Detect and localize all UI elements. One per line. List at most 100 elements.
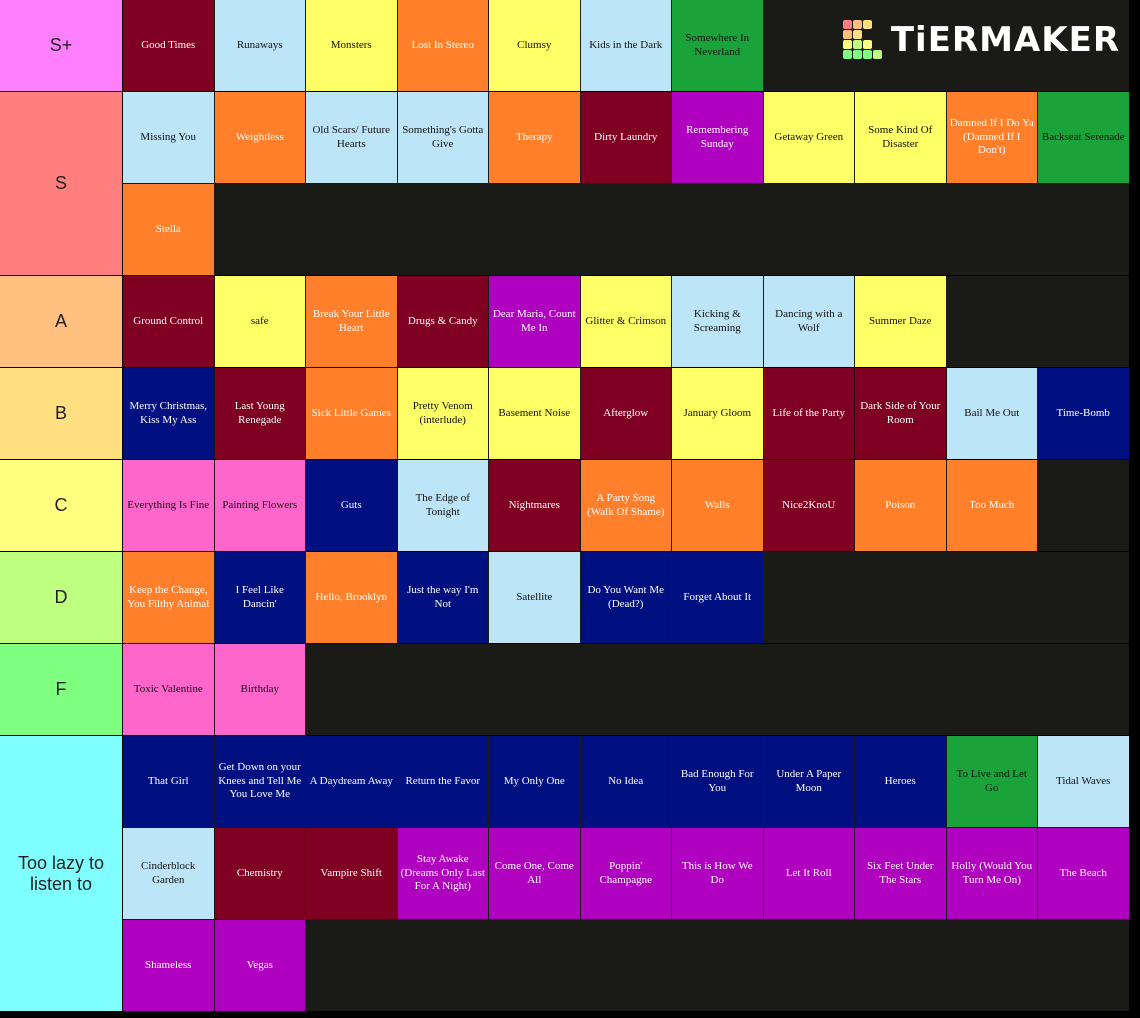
tier-label: B: [0, 368, 123, 459]
tier-item[interactable]: To Live and Let Go: [946, 736, 1037, 827]
tier-item[interactable]: A Daydream Away: [306, 736, 397, 827]
tier-item[interactable]: Poison: [855, 460, 946, 551]
tier-item[interactable]: Sick Little Games: [306, 368, 397, 459]
tier-item[interactable]: Guts: [306, 460, 397, 551]
tier-item[interactable]: Life of the Party: [763, 368, 854, 459]
tier-item[interactable]: Tidal Waves: [1038, 736, 1129, 827]
tier-item[interactable]: Vegas: [214, 920, 305, 1011]
tier-item[interactable]: Too Much: [946, 460, 1037, 551]
tier-item[interactable]: Just the way I'm Not: [397, 552, 488, 643]
tier-row: F Toxic Valentine Birthday: [0, 644, 1140, 736]
tier-item[interactable]: I Feel Like Dancin': [214, 552, 305, 643]
tier-item[interactable]: Backseat Serenade: [1038, 92, 1129, 183]
tier-label: S+: [0, 0, 123, 91]
tier-row: D Keep the Change, You Filthy Animal I Fee…: [0, 552, 1140, 644]
tier-item[interactable]: Bail Me Out: [946, 368, 1037, 459]
tier-item[interactable]: Dear Maria, Count Me In: [489, 276, 580, 367]
tier-item[interactable]: Lost In Stereo: [397, 0, 488, 91]
tier-item[interactable]: Merry Christmas, Kiss My Ass: [123, 368, 214, 459]
tier-item[interactable]: Do You Want Me (Dead?): [580, 552, 671, 643]
tier-item[interactable]: Return the Favor: [397, 736, 488, 827]
tier-item[interactable]: Cinderblock Garden: [123, 828, 214, 919]
tier-item[interactable]: Pretty Venom (interlude): [397, 368, 488, 459]
tier-item[interactable]: Hello, Brooklyn: [306, 552, 397, 643]
tier-item[interactable]: Stella: [123, 184, 214, 275]
tier-item[interactable]: Vampire Shift: [306, 828, 397, 919]
tier-item[interactable]: The Edge of Tonight: [397, 460, 488, 551]
tier-item[interactable]: Therapy: [489, 92, 580, 183]
tier-items: Keep the Change, You Filthy Animal I Feel…: [123, 552, 1129, 643]
tier-item[interactable]: Good Times: [123, 0, 214, 91]
tier-item[interactable]: Somewhere In Neverland: [672, 0, 763, 91]
tier-item[interactable]: Kids in the Dark: [580, 0, 671, 91]
tier-row: C Everything Is Fine Painting Flowers Guts T…: [0, 460, 1140, 552]
tier-item[interactable]: Under A Paper Moon: [763, 736, 854, 827]
tier-item[interactable]: Nightmares: [489, 460, 580, 551]
tier-item[interactable]: Monsters: [306, 0, 397, 91]
tier-label: F: [0, 644, 123, 735]
tier-item[interactable]: Walls: [672, 460, 763, 551]
tier-item[interactable]: Something's Gotta Give: [397, 92, 488, 183]
tier-item[interactable]: Break Your Little Heart: [306, 276, 397, 367]
tier-item[interactable]: Poppin' Champagne: [580, 828, 671, 919]
tier-item[interactable]: Shameless: [123, 920, 214, 1011]
tier-label: D: [0, 552, 123, 643]
tier-items: That Girl Get Down on your Knees and Tell…: [123, 736, 1129, 1011]
tier-row: A Ground Control safe Break Your Little Hea…: [0, 276, 1140, 368]
tier-item[interactable]: Glitter & Crimson: [580, 276, 671, 367]
tier-item[interactable]: January Gloom: [672, 368, 763, 459]
tier-item[interactable]: Kicking & Screaming: [672, 276, 763, 367]
tier-item[interactable]: Last Young Renegade: [214, 368, 305, 459]
tier-item[interactable]: Satellite: [489, 552, 580, 643]
tier-item[interactable]: Summer Daze: [855, 276, 946, 367]
tier-item[interactable]: Drugs & Candy: [397, 276, 488, 367]
tier-item[interactable]: Forget About It: [672, 552, 763, 643]
tier-items: Everything Is Fine Painting Flowers Guts Th…: [123, 460, 1129, 551]
logo-icon: [842, 20, 882, 59]
tier-item[interactable]: Holly (Would You Turn Me On): [946, 828, 1037, 919]
tier-item[interactable]: Everything Is Fine: [123, 460, 214, 551]
tier-label: C: [0, 460, 123, 551]
tier-item[interactable]: Painting Flowers: [214, 460, 305, 551]
tier-item[interactable]: That Girl: [123, 736, 214, 827]
tier-item[interactable]: Damned If I Do Ya (Damned If I Don't): [946, 92, 1037, 183]
tier-item[interactable]: Get Down on your Knees and Tell Me You L…: [214, 736, 305, 827]
tier-item[interactable]: The Beach: [1038, 828, 1129, 919]
tier-item[interactable]: Time-Bomb: [1038, 368, 1129, 459]
tier-item[interactable]: Let It Roll: [763, 828, 854, 919]
tier-item[interactable]: Bad Enough For You: [672, 736, 763, 827]
tier-items: Good Times Runaways Monsters Lost In Stereo…: [123, 0, 1129, 91]
tier-item[interactable]: Come One, Come All: [489, 828, 580, 919]
tier-item[interactable]: Dark Side of Your Room: [855, 368, 946, 459]
tier-item[interactable]: Toxic Valentine: [123, 644, 214, 735]
tier-item[interactable]: Basement Noise: [489, 368, 580, 459]
tier-item[interactable]: safe: [214, 276, 305, 367]
tier-item[interactable]: My Only One: [489, 736, 580, 827]
tier-item[interactable]: This is How We Do: [672, 828, 763, 919]
tier-item[interactable]: Some Kind Of Disaster: [855, 92, 946, 183]
tier-items: Ground Control safe Break Your Little Hear…: [123, 276, 1129, 367]
tier-item[interactable]: Old Scars/ Future Hearts: [306, 92, 397, 183]
tier-item[interactable]: Runaways: [214, 0, 305, 91]
tier-item[interactable]: Heroes: [855, 736, 946, 827]
tier-item[interactable]: Nice2KnoU: [763, 460, 854, 551]
tier-item[interactable]: Weightless: [214, 92, 305, 183]
tier-item[interactable]: Keep the Change, You Filthy Animal: [123, 552, 214, 643]
tier-item[interactable]: Remembering Sunday: [672, 92, 763, 183]
tier-item[interactable]: No Idea: [580, 736, 671, 827]
tier-item[interactable]: A Party Song (Walk Of Shame): [580, 460, 671, 551]
tier-item[interactable]: Chemistry: [214, 828, 305, 919]
tier-item[interactable]: Afterglow: [580, 368, 671, 459]
tier-item[interactable]: Birthday: [214, 644, 305, 735]
tier-item[interactable]: Six Feet Under The Stars: [855, 828, 946, 919]
tier-item[interactable]: Getaway Green: [763, 92, 854, 183]
tier-item[interactable]: Dirty Laundry: [580, 92, 671, 183]
tier-row: S+ Good Times Runaways Monsters Lost In Ster…: [0, 0, 1140, 92]
tier-item[interactable]: Missing You: [123, 92, 214, 183]
tier-item[interactable]: Ground Control: [123, 276, 214, 367]
tier-row: B Merry Christmas, Kiss My Ass Last Young …: [0, 368, 1140, 460]
tier-item[interactable]: Clumsy: [489, 0, 580, 91]
tier-item[interactable]: Dancing with a Wolf: [763, 276, 854, 367]
tier-item[interactable]: Stay Awake (Dreams Only Last For A Night…: [397, 828, 488, 919]
